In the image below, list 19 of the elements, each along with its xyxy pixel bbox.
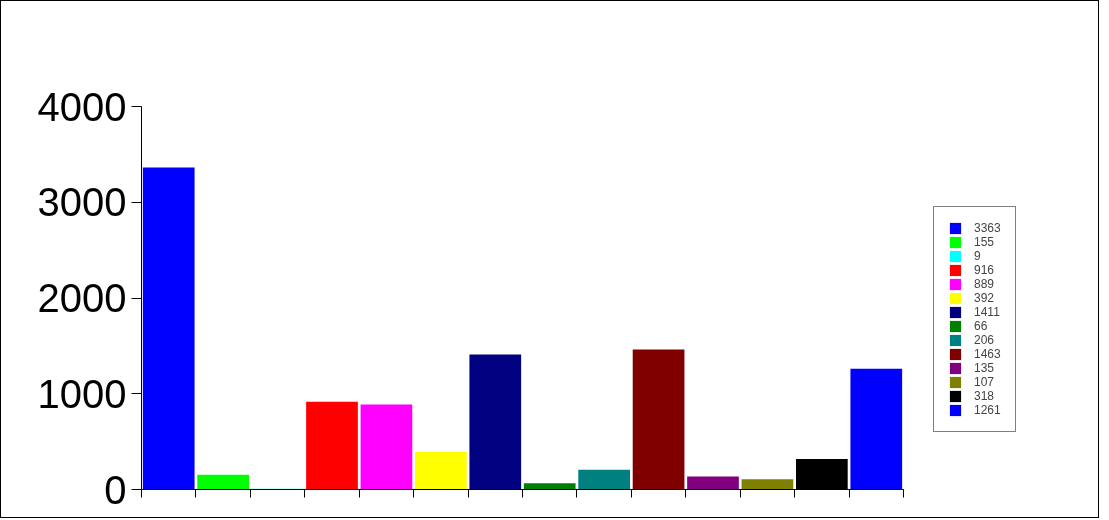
y-tick-label: 4000 — [37, 84, 127, 129]
legend-label: 1411 — [974, 305, 1000, 319]
legend-label: 206 — [974, 333, 995, 347]
y-tick-label: 0 — [104, 467, 127, 512]
legend-label: 318 — [974, 389, 995, 403]
legend-label: 1261 — [974, 403, 1001, 417]
legend-label: 889 — [974, 277, 995, 291]
legend-label: 135 — [974, 361, 995, 375]
legend-label: 3363 — [974, 221, 1001, 235]
y-tick-label: 2000 — [37, 276, 127, 320]
legend-label: 916 — [974, 263, 995, 277]
legend-label: 392 — [974, 291, 995, 305]
legend-label: 9 — [974, 249, 982, 263]
legend-label: 107 — [974, 375, 995, 389]
legend-label: 155 — [974, 235, 995, 249]
y-tick-label: 1000 — [37, 371, 127, 416]
legend-label: 66 — [974, 319, 989, 333]
y-tick-label: 3000 — [37, 180, 127, 225]
legend-label: 1463 — [974, 347, 1001, 361]
